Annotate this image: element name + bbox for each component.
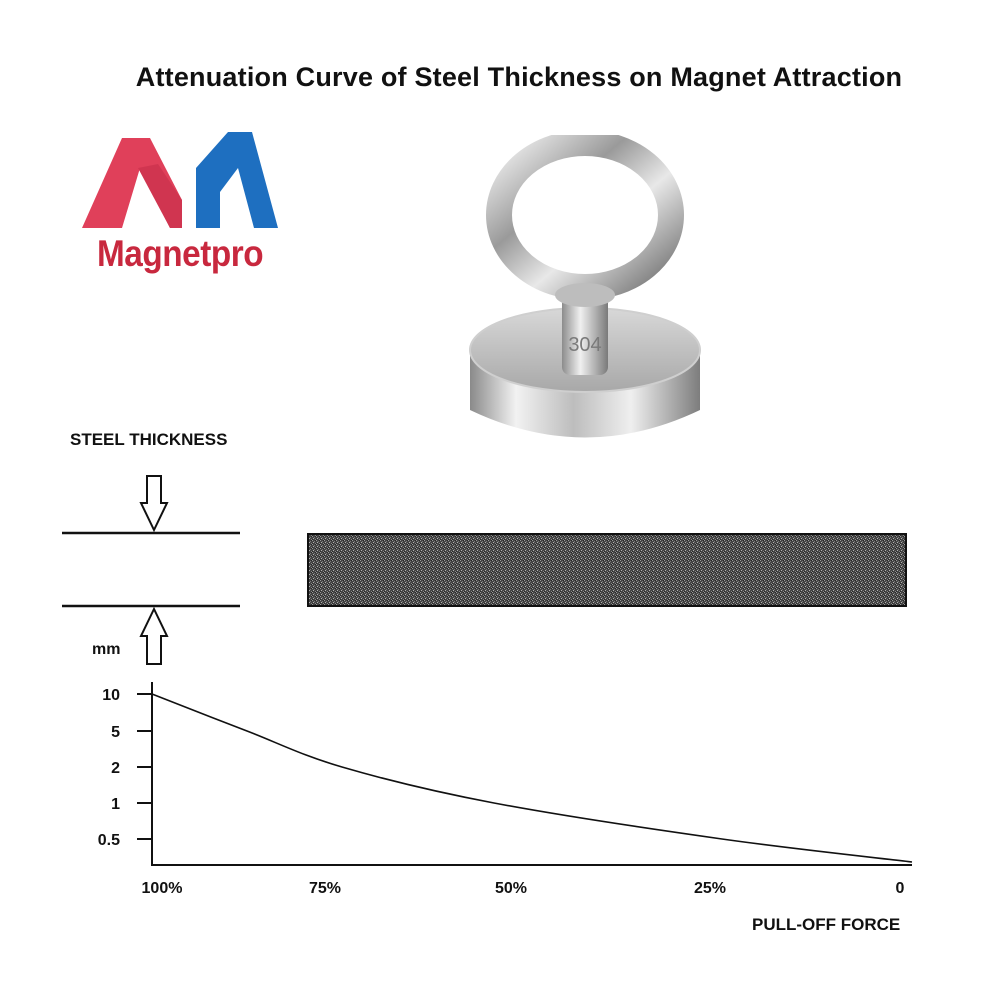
- arrow-down-icon: [139, 475, 169, 533]
- x-tick-label: 100%: [142, 880, 183, 897]
- logo-red-slant: [138, 164, 182, 228]
- y-tick-label: 5: [111, 724, 120, 741]
- engraving-text: 304: [568, 334, 601, 356]
- x-tick-label: 75%: [309, 880, 341, 897]
- x-tick-label: 25%: [694, 880, 726, 897]
- steel-thickness-label: STEEL THICKNESS: [70, 430, 228, 449]
- y-tick-label: 10: [102, 687, 120, 704]
- y-tick-label: 0.5: [98, 832, 120, 849]
- x-tick-label: 0: [896, 880, 905, 897]
- y-tick-label: 1: [111, 796, 120, 813]
- y-axis-unit-label: mm: [92, 641, 121, 658]
- chart-title: Attenuation Curve of Steel Thickness on …: [135, 62, 903, 92]
- arrow-up-icon: [139, 606, 169, 665]
- logo-blue-m-shape: [196, 132, 278, 228]
- eyebolt-magnet-image: 304: [469, 135, 701, 438]
- x-tick-label: 50%: [495, 880, 527, 897]
- logo-red-m-shape: [82, 138, 182, 228]
- steel-plate: [307, 533, 907, 607]
- logo-text: Magnetpro: [97, 233, 264, 274]
- magnetpro-logo: [82, 132, 278, 228]
- x-axis-label: PULL-OFF FORCE: [752, 915, 901, 934]
- attenuation-curve-line: [151, 693, 913, 863]
- y-tick-label: 2: [111, 760, 120, 777]
